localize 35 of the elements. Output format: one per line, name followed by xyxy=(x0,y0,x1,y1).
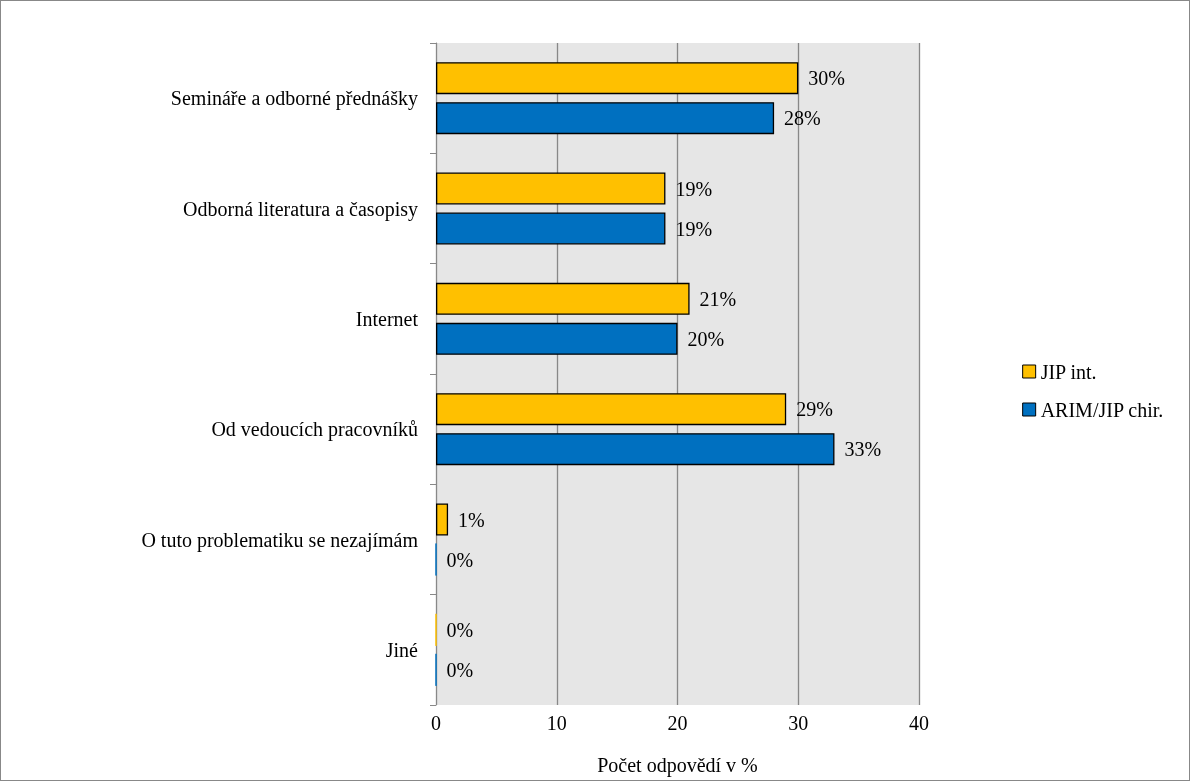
bar xyxy=(436,322,678,355)
bar xyxy=(436,102,775,135)
data-label: 19% xyxy=(675,217,713,240)
data-label: 20% xyxy=(687,327,725,350)
x-tick-label: 40 xyxy=(909,712,929,734)
data-label: 0% xyxy=(446,548,474,571)
y-tick-label: Od vedoucích pracovníků xyxy=(211,418,418,442)
x-tick-label: 30 xyxy=(788,712,809,734)
data-label: 1% xyxy=(458,508,485,531)
y-tick-label: Internet xyxy=(355,307,419,330)
bar xyxy=(436,282,690,315)
x-tick-label: 10 xyxy=(546,712,567,734)
y-tick-label: Odborná literatura a časopisy xyxy=(183,197,418,221)
data-label: 21% xyxy=(699,287,737,310)
data-label: 29% xyxy=(796,398,833,421)
bar xyxy=(436,62,799,95)
x-tick-label: 0 xyxy=(431,712,441,734)
legend-label: ARIM/JIP chir. xyxy=(1040,398,1164,421)
y-tick-label: Jiné xyxy=(385,638,419,661)
bar xyxy=(436,503,449,536)
bar xyxy=(436,172,666,205)
data-label: 30% xyxy=(808,67,845,90)
bar xyxy=(436,433,835,466)
data-label: 33% xyxy=(844,438,882,461)
bar xyxy=(436,212,666,245)
legend-label: JIP int. xyxy=(1040,360,1097,383)
data-label: 0% xyxy=(446,618,474,641)
bar xyxy=(436,393,787,426)
x-tick-label: 20 xyxy=(667,712,688,734)
data-label: 0% xyxy=(446,658,474,681)
data-label: 28% xyxy=(784,107,821,130)
y-tick-label: Semináře a odborné přednášky xyxy=(170,87,418,111)
y-tick-label: O tuto problematiku se nezajímám xyxy=(141,528,419,552)
data-label: 19% xyxy=(675,177,713,200)
x-axis-title: Počet odpovědí v % xyxy=(597,754,758,777)
